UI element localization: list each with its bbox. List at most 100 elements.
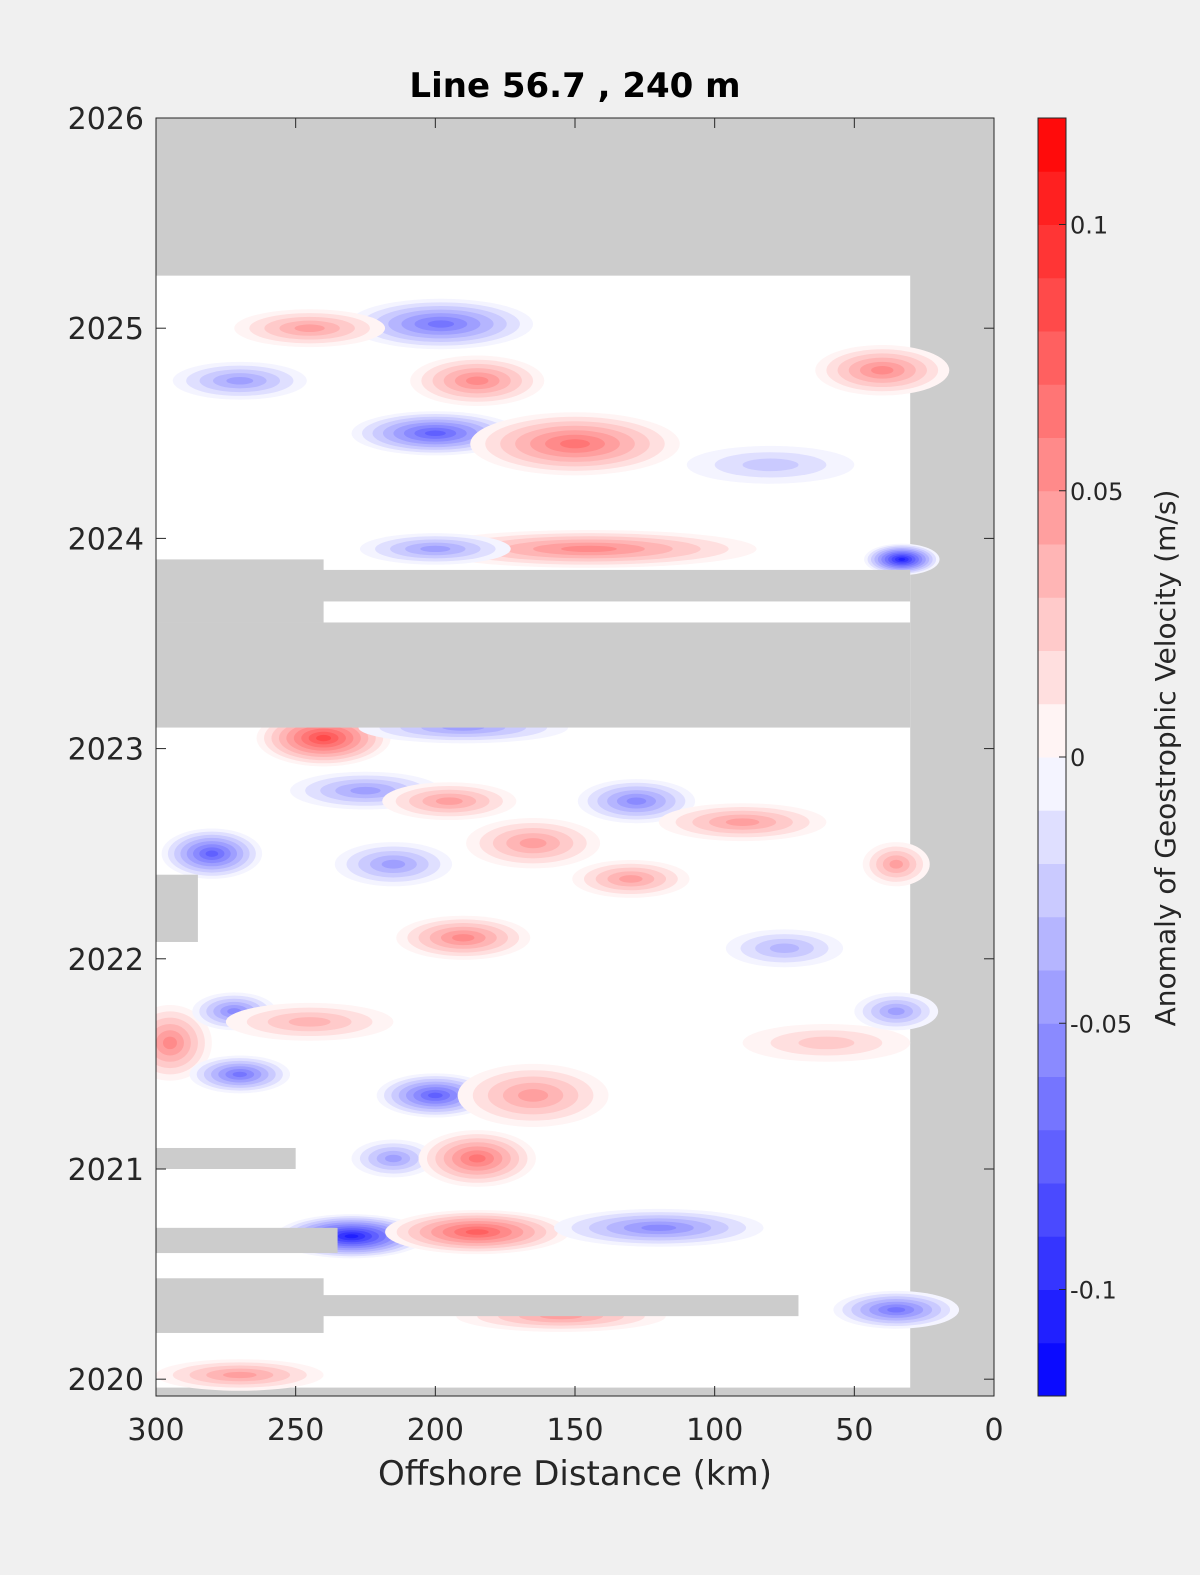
colorbar-segment	[1038, 810, 1066, 864]
contour-level	[468, 1154, 486, 1163]
colorbar-segment	[1038, 1342, 1066, 1397]
colorbar-segment	[1038, 171, 1066, 225]
contour-level	[288, 1017, 331, 1027]
contour-level	[381, 859, 406, 869]
contour-level	[223, 1371, 257, 1379]
colorbar-label: Anomaly of Geostrophic Velocity (m/s)	[1149, 490, 1182, 1027]
x-axis-label: Offshore Distance (km)	[378, 1454, 772, 1494]
contour-level	[162, 1036, 177, 1050]
anomaly-feature	[864, 543, 940, 576]
colorbar-tick-label: -0.1	[1070, 1277, 1117, 1305]
contour-level	[887, 1307, 906, 1313]
colorbar-segment	[1038, 277, 1066, 332]
anomaly-feature	[156, 1359, 324, 1391]
colorbar-tick-label: 0.1	[1070, 212, 1108, 240]
anomaly-feature	[466, 817, 601, 869]
contour-level	[561, 545, 617, 553]
contour-level	[519, 838, 547, 849]
colorbar-segment	[1038, 384, 1066, 438]
contour-level	[466, 376, 489, 385]
anomaly-feature	[225, 1002, 394, 1041]
anomaly-feature	[172, 361, 307, 400]
anomaly-feature	[421, 529, 757, 568]
colorbar-segment	[1038, 331, 1066, 385]
x-tick-label: 300	[127, 1413, 184, 1448]
colorbar-segment	[1038, 970, 1066, 1024]
contour-level	[465, 1229, 489, 1235]
colorbar-tick-label: 0.05	[1070, 478, 1123, 506]
colorbar-segment	[1038, 650, 1066, 705]
anomaly-feature	[554, 1208, 764, 1247]
x-tick-label: 250	[267, 1413, 324, 1448]
missing-data-band	[156, 1227, 338, 1254]
contour-level	[560, 439, 590, 449]
contour-level	[385, 1154, 402, 1163]
anomaly-feature	[382, 782, 517, 821]
anomaly-feature	[457, 1063, 609, 1127]
colorbar-segment	[1038, 1236, 1066, 1290]
colorbar-segment	[1038, 437, 1066, 492]
contour-level	[887, 1007, 905, 1016]
anomaly-feature	[577, 779, 696, 824]
x-tick-label: 0	[984, 1413, 1003, 1448]
colorbar-tick-label: -0.05	[1070, 1010, 1132, 1038]
anomaly-feature	[418, 1130, 536, 1187]
anomaly-feature	[189, 1055, 291, 1094]
y-tick-label: 2024	[68, 522, 144, 557]
missing-data-bands	[156, 559, 911, 1333]
anomaly-feature	[161, 828, 263, 879]
plot-area	[156, 118, 994, 1396]
missing-data-band	[156, 1295, 799, 1317]
contour-level	[420, 545, 451, 553]
anomaly-feature	[351, 1139, 436, 1178]
x-tick-label: 100	[686, 1413, 743, 1448]
missing-data-band	[156, 569, 911, 602]
missing-data-band	[156, 622, 911, 728]
contour-level	[428, 1092, 443, 1099]
contour-level	[205, 850, 219, 857]
anomaly-feature	[572, 859, 690, 898]
anomaly-feature	[234, 309, 386, 348]
colorbar-segment	[1038, 1023, 1066, 1077]
contour-level	[518, 1089, 549, 1102]
colorbar-segment	[1038, 597, 1066, 651]
colorbar-tick-label: 0	[1070, 744, 1085, 772]
contour-level	[626, 797, 647, 805]
y-tick-label: 2023	[68, 733, 144, 768]
anomaly-feature	[156, 1005, 212, 1081]
colorbar-segment	[1038, 1129, 1066, 1184]
anomaly-feature	[348, 298, 534, 350]
anomaly-feature	[815, 345, 950, 396]
colorbar-segment	[1038, 916, 1066, 971]
contour-level	[452, 934, 475, 942]
anomaly-feature	[854, 992, 939, 1031]
x-axis: 300 250 200 150 100 50 0	[127, 118, 1004, 1448]
colorbar-segment	[1038, 757, 1066, 811]
contour-level	[725, 818, 760, 826]
y-tick-label: 2020	[68, 1363, 144, 1398]
anomaly-feature	[470, 412, 680, 476]
contour-level	[226, 376, 254, 385]
contour-level	[294, 324, 325, 332]
x-tick-label: 200	[407, 1413, 464, 1448]
contour-level	[898, 557, 906, 561]
contour-level	[742, 458, 799, 472]
anomaly-feature	[833, 1290, 960, 1329]
y-axis: 2020 2021 2022 2023 2024 2025 2026	[68, 102, 994, 1398]
y-tick-label: 2025	[68, 312, 144, 347]
anomaly-feature	[410, 355, 545, 406]
x-tick-label: 150	[546, 1413, 603, 1448]
missing-data-band	[156, 874, 198, 942]
contour-level	[619, 875, 643, 883]
anomaly-feature	[658, 803, 827, 842]
y-tick-label: 2026	[68, 102, 144, 137]
contour-level	[889, 859, 903, 869]
contour-level	[424, 430, 446, 437]
chart-title: Line 56.7 , 240 m	[409, 66, 740, 106]
colorbar-segment	[1038, 118, 1066, 172]
anomaly-feature	[742, 1023, 911, 1062]
colorbar-segment	[1038, 703, 1066, 758]
colorbar-segment	[1038, 1183, 1066, 1237]
anomaly-feature	[334, 842, 453, 887]
